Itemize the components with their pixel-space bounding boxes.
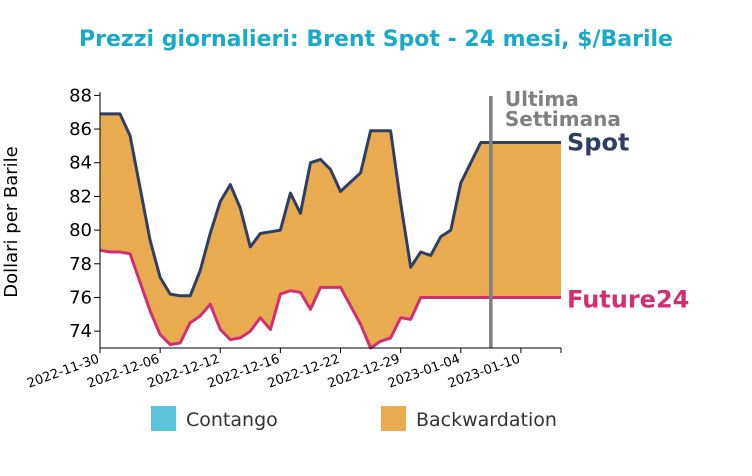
y-tick-label: 74 [69, 321, 92, 342]
y-tick-label: 86 [69, 119, 92, 140]
series-label-spot: Spot [567, 129, 629, 157]
legend-label-contango: Contango [186, 409, 278, 431]
legend-swatch-contango [151, 406, 176, 431]
y-tick-label: 80 [69, 220, 92, 241]
legend: Contango Backwardation [151, 406, 557, 431]
chart-title: Prezzi giornalieri: Brent Spot - 24 mesi… [79, 27, 673, 52]
y-tick-label: 78 [69, 254, 92, 275]
legend-swatch-backwardation [381, 406, 406, 431]
backwardation-area [100, 113, 561, 349]
legend-label-backwardation: Backwardation [416, 409, 557, 431]
marker-label-line1: Ultima [505, 87, 579, 111]
series-line-spot [100, 112, 561, 298]
y-tick-label: 82 [69, 186, 92, 207]
y-axis-label: Dollari per Barile [1, 146, 22, 298]
y-tick-label: 76 [69, 287, 92, 308]
marker-label-line2: Settimana [505, 107, 621, 131]
series-line-future24 [99, 248, 561, 350]
y-tick-label: 84 [69, 153, 92, 174]
y-tick-label: 88 [69, 85, 92, 106]
series-label-future24: Future24 [567, 285, 689, 313]
